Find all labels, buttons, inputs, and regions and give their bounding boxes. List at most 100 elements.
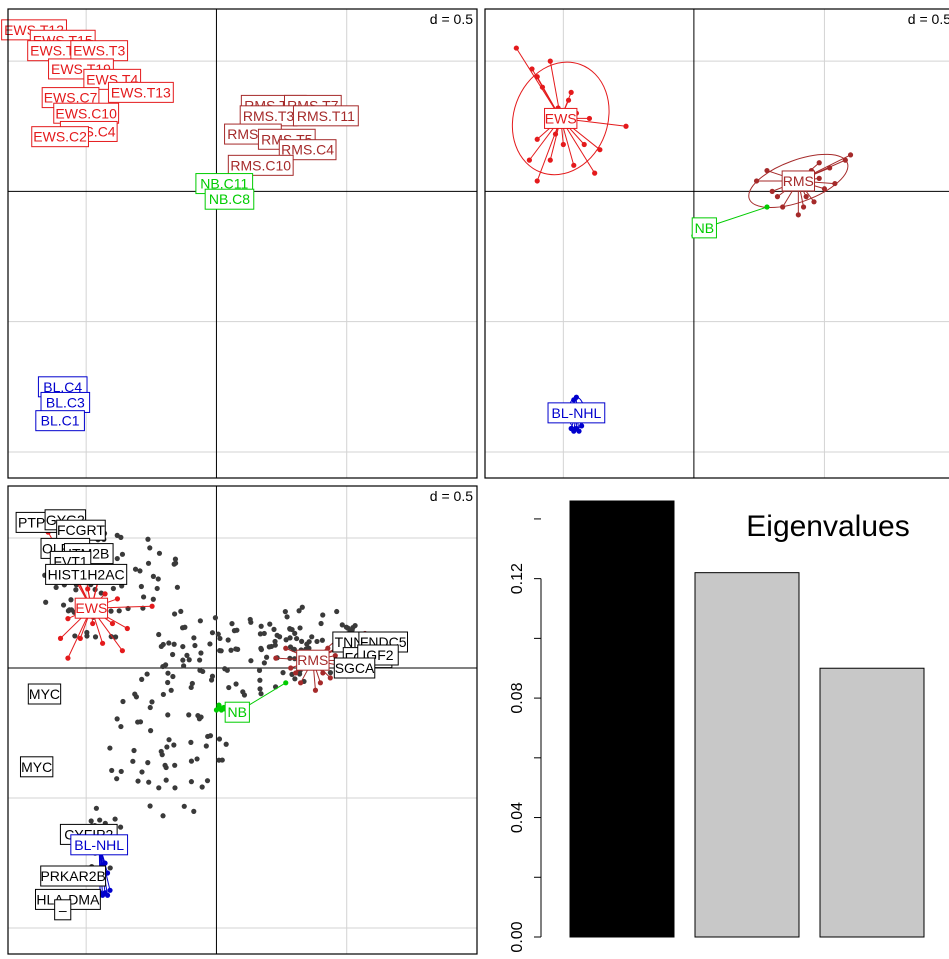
sample-point xyxy=(821,186,828,192)
gene-point xyxy=(165,679,171,686)
gene-point xyxy=(144,671,150,677)
sample-point xyxy=(623,123,629,129)
sample-label-box xyxy=(35,410,85,432)
sample-point xyxy=(811,199,817,205)
sample-point xyxy=(526,157,532,163)
scale-label: d = 0.5 xyxy=(430,11,473,27)
sample-label: BL.C3 xyxy=(46,394,85,410)
gene-point xyxy=(171,742,177,748)
sample-point xyxy=(327,675,333,681)
gene-point xyxy=(141,594,147,600)
gene-point xyxy=(132,691,138,697)
gene-point xyxy=(174,584,180,590)
chart-title: Eigenvalues xyxy=(746,510,909,543)
gene-point xyxy=(297,625,303,631)
gene-point xyxy=(156,550,163,556)
gene-point xyxy=(282,609,288,615)
gene-point xyxy=(160,813,166,819)
gene-point xyxy=(197,618,203,624)
sample-point xyxy=(90,620,96,627)
gene-point xyxy=(216,736,223,742)
gene-point xyxy=(163,777,169,783)
gene-point xyxy=(212,615,218,621)
gene-point xyxy=(272,642,278,648)
group-label-box xyxy=(781,170,816,192)
gene-point xyxy=(68,597,74,603)
gene-point xyxy=(181,803,187,809)
sample-point xyxy=(576,428,582,434)
sample-label-box xyxy=(31,126,89,148)
gene-point xyxy=(92,634,99,640)
gene-point xyxy=(219,757,225,763)
gene-point xyxy=(217,647,223,654)
gene-point xyxy=(150,573,156,579)
gene-point xyxy=(241,692,248,698)
sample-point xyxy=(795,212,801,218)
gene-point xyxy=(296,608,302,614)
gene-point xyxy=(192,642,198,649)
gene-point xyxy=(178,608,184,615)
sample-point xyxy=(107,887,113,893)
gene-point xyxy=(319,637,325,643)
sample-point xyxy=(816,175,822,181)
gene-point xyxy=(287,655,293,661)
gene-label: SGCA xyxy=(335,660,375,676)
gene-point xyxy=(257,631,264,637)
group-label: EWS xyxy=(545,110,577,126)
group-label-box xyxy=(691,217,717,239)
sample-point xyxy=(571,162,577,168)
gene-point xyxy=(117,824,124,830)
scale-label: d = 0.5 xyxy=(430,488,473,504)
sample-point xyxy=(586,115,593,122)
group-label: BL-NHL xyxy=(74,837,124,853)
gene-point xyxy=(150,596,156,602)
gene-point xyxy=(224,667,230,673)
gene-point xyxy=(191,808,197,814)
sample-point xyxy=(288,665,294,671)
gene-label: MYC xyxy=(21,759,52,775)
gene-point xyxy=(110,585,116,592)
gene-point xyxy=(327,670,334,676)
sample-point xyxy=(597,147,603,153)
sample-label: EWS.C10 xyxy=(55,105,117,121)
eigenvalue-bar xyxy=(569,500,675,938)
gene-point xyxy=(93,805,99,811)
gene-point xyxy=(203,743,209,749)
gene-point xyxy=(204,778,211,784)
gene-point xyxy=(209,673,216,679)
group-label: NB xyxy=(695,220,714,236)
gene-point xyxy=(248,619,254,625)
gene-point xyxy=(107,745,113,751)
group-label: EWS xyxy=(75,600,107,616)
sample-point xyxy=(77,635,83,641)
gene-point xyxy=(72,633,78,639)
gene-point xyxy=(209,630,216,636)
gene-point xyxy=(186,712,192,718)
panel-border xyxy=(484,8,949,479)
gene-point xyxy=(163,764,169,771)
group-label: RMS xyxy=(783,173,814,189)
panel-groups: d = 0.5 EWS RMS NB BL-NHL xyxy=(484,8,949,479)
gene-point xyxy=(293,635,300,642)
sample-point xyxy=(552,131,559,137)
gene-point xyxy=(53,584,59,590)
scale-label: d = 0.5 xyxy=(908,11,949,27)
gene-point xyxy=(180,643,186,650)
group-label-box xyxy=(296,649,330,671)
gene-point xyxy=(258,623,264,629)
gene-point xyxy=(207,641,213,647)
gene-point xyxy=(284,614,290,620)
gene-point xyxy=(274,632,280,638)
gene-point xyxy=(114,716,120,722)
sample-label-box xyxy=(292,105,359,127)
sample-label: EWS.T13 xyxy=(111,84,171,100)
gene-point xyxy=(88,818,94,824)
gene-point xyxy=(160,663,166,670)
gene-point xyxy=(116,608,122,614)
group-label: BL-NHL xyxy=(551,405,601,421)
gene-point xyxy=(198,714,204,720)
sample-label-box xyxy=(204,188,255,210)
gene-point xyxy=(108,608,114,614)
sample-point xyxy=(124,625,130,632)
sample-point xyxy=(568,89,574,95)
